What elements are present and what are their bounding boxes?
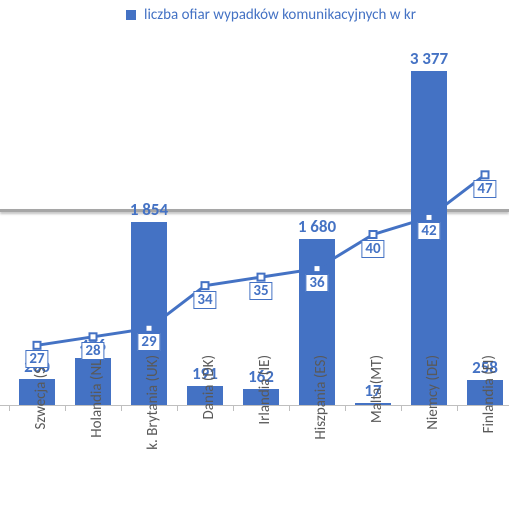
category-label: k. Brytania (UK) — [144, 355, 162, 465]
line-value-label: 27 — [25, 350, 48, 368]
line-value-label: 28 — [81, 342, 104, 360]
chart-root: liczba ofiar wypadków komunikacyjnych w … — [0, 0, 509, 512]
line-value-label: 36 — [305, 274, 328, 292]
category-label: Irlandia (IE) — [256, 355, 274, 465]
line-value-label: 35 — [249, 282, 272, 300]
line-value-label: 34 — [193, 291, 216, 309]
line-value-label: 47 — [473, 180, 496, 198]
category-label: Finlandia (FI) — [480, 355, 498, 465]
category-label: Malta (MT) — [368, 355, 386, 465]
category-label: Niemcy (DE) — [424, 355, 442, 465]
line-value-label: 29 — [137, 333, 160, 351]
line-value-label: 42 — [417, 222, 440, 240]
category-label: Szwecja (SE) — [32, 355, 50, 465]
category-label: Dania (DK) — [200, 355, 218, 465]
line-value-label: 40 — [361, 240, 384, 258]
category-label: Hiszpania (ES) — [312, 355, 330, 465]
category-label: Holandia (NL) — [88, 355, 106, 465]
